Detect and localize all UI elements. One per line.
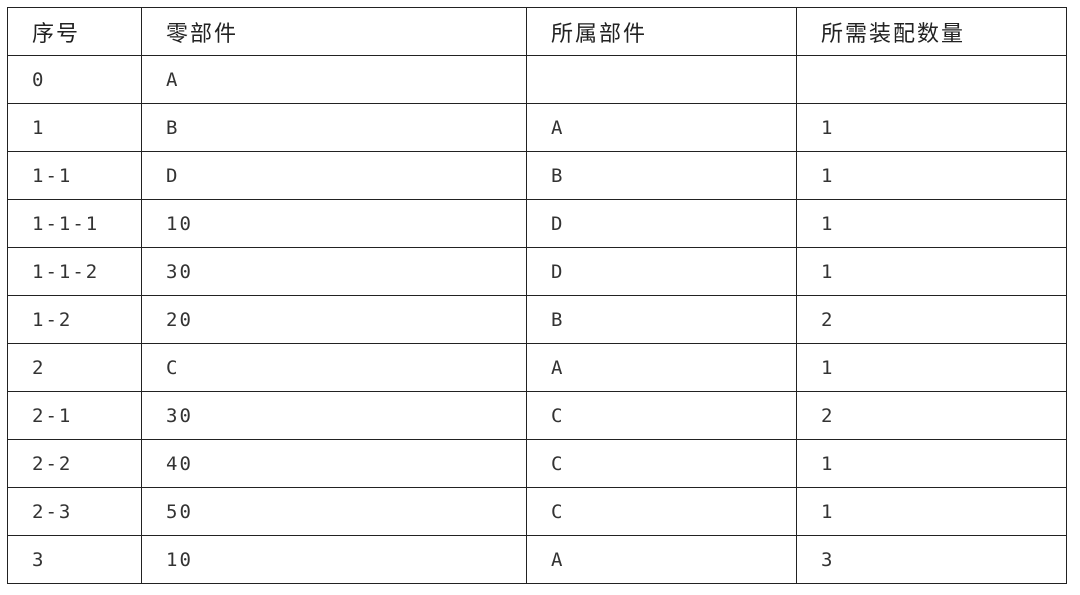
cell-serial: 1-1-2 — [7, 247, 142, 296]
cell-part: 10 — [141, 199, 527, 248]
cell-part: B — [141, 103, 527, 152]
header-quantity: 所需装配数量 — [796, 7, 1067, 56]
cell-serial: 3 — [7, 535, 142, 584]
cell-parent-part: C — [526, 439, 797, 488]
cell-parent-part — [526, 55, 797, 104]
cell-quantity: 2 — [796, 391, 1067, 440]
cell-quantity: 1 — [796, 343, 1067, 392]
cell-parent-part: A — [526, 343, 797, 392]
cell-part: 10 — [141, 535, 527, 584]
cell-part: 30 — [141, 247, 527, 296]
table-row: 2-1 30 C 2 — [7, 391, 1067, 440]
header-row: 序号 零部件 所属部件 所需装配数量 — [7, 7, 1067, 56]
cell-parent-part: B — [526, 151, 797, 200]
cell-quantity: 1 — [796, 103, 1067, 152]
table-row: 2-2 40 C 1 — [7, 439, 1067, 488]
table-row: 2-3 50 C 1 — [7, 487, 1067, 536]
cell-part: 40 — [141, 439, 527, 488]
cell-quantity: 1 — [796, 439, 1067, 488]
cell-part: C — [141, 343, 527, 392]
cell-parent-part: D — [526, 199, 797, 248]
table-row: 1-1 D B 1 — [7, 151, 1067, 200]
table-row: 1-1-2 30 D 1 — [7, 247, 1067, 296]
cell-quantity: 1 — [796, 151, 1067, 200]
table-row: 3 10 A 3 — [7, 535, 1067, 584]
cell-serial: 2-2 — [7, 439, 142, 488]
cell-part: D — [141, 151, 527, 200]
table-row: 1-2 20 B 2 — [7, 295, 1067, 344]
cell-serial: 1-2 — [7, 295, 142, 344]
cell-part: 20 — [141, 295, 527, 344]
cell-part: A — [141, 55, 527, 104]
cell-quantity: 1 — [796, 487, 1067, 536]
cell-serial: 1-1 — [7, 151, 142, 200]
cell-quantity: 3 — [796, 535, 1067, 584]
cell-quantity: 1 — [796, 199, 1067, 248]
cell-quantity: 1 — [796, 247, 1067, 296]
cell-parent-part: C — [526, 391, 797, 440]
cell-serial: 2-3 — [7, 487, 142, 536]
cell-parent-part: B — [526, 295, 797, 344]
cell-part: 30 — [141, 391, 527, 440]
cell-parent-part: D — [526, 247, 797, 296]
cell-parent-part: C — [526, 487, 797, 536]
cell-parent-part: A — [526, 535, 797, 584]
cell-quantity: 2 — [796, 295, 1067, 344]
cell-parent-part: A — [526, 103, 797, 152]
table-row: 1-1-1 10 D 1 — [7, 199, 1067, 248]
cell-serial: 0 — [7, 55, 142, 104]
cell-serial: 1-1-1 — [7, 199, 142, 248]
cell-serial: 1 — [7, 103, 142, 152]
header-serial: 序号 — [7, 7, 142, 56]
cell-quantity — [796, 55, 1067, 104]
cell-serial: 2-1 — [7, 391, 142, 440]
parts-assembly-table: 序号 零部件 所属部件 所需装配数量 0 A 1 B A 1 1-1 D B 1 1-1-1 10 D 1… — [7, 7, 1067, 584]
cell-part: 50 — [141, 487, 527, 536]
header-part: 零部件 — [141, 7, 527, 56]
cell-serial: 2 — [7, 343, 142, 392]
header-parent-part: 所属部件 — [526, 7, 797, 56]
